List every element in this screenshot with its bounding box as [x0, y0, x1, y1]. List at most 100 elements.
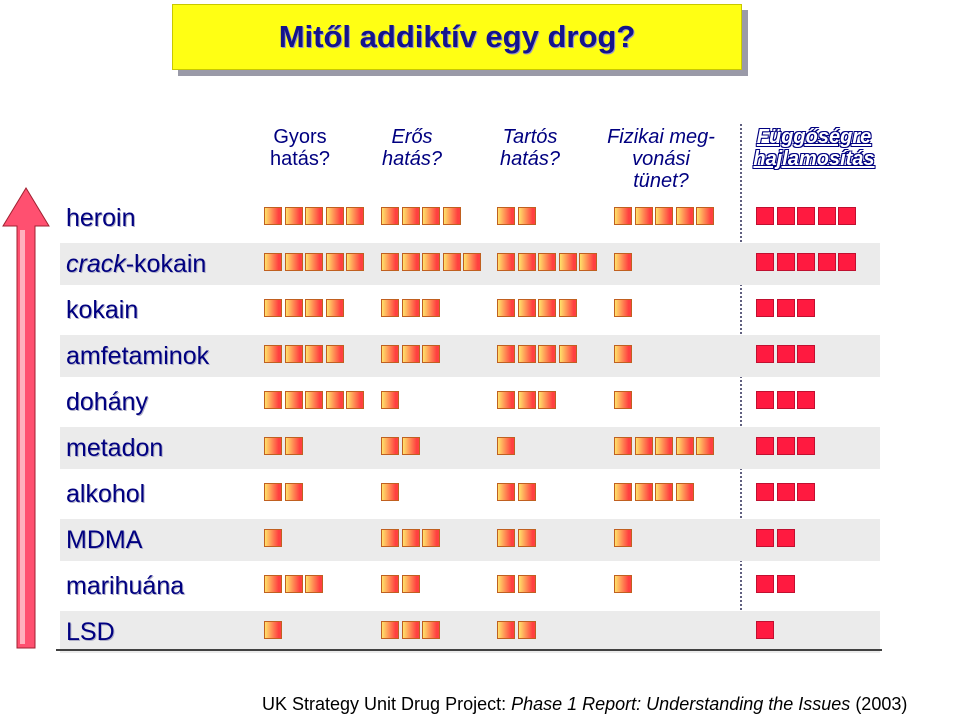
rating-square [558, 299, 577, 317]
rating-square [381, 529, 399, 547]
rating-square [422, 299, 440, 317]
rating-square [614, 437, 632, 455]
propensity-square [797, 253, 815, 271]
rating-square [614, 345, 632, 363]
propensity-square [756, 529, 774, 547]
propensity-square [797, 437, 815, 455]
credit-part3: (2003) [850, 694, 908, 714]
rating-square [579, 253, 597, 271]
drug-label: dohány [66, 379, 148, 425]
propensity-square [756, 575, 774, 593]
rating-square [346, 207, 364, 225]
propensity-square [838, 207, 856, 225]
drug-label: marihuána [66, 563, 184, 609]
rating-square [381, 253, 399, 271]
propensity-square [817, 207, 836, 225]
rating-square [264, 207, 282, 225]
rating-square [284, 299, 303, 317]
credit-part1: UK Strategy Unit Drug Project: [262, 694, 512, 714]
rating-square [517, 575, 536, 593]
rating-square [442, 253, 461, 271]
col-header-3-line3: tünet? [633, 170, 689, 192]
rating-square [284, 207, 303, 225]
rating-square [422, 529, 440, 547]
rating-square [634, 483, 653, 501]
col-header-1: Erős hatás? [364, 126, 460, 170]
propensity-square [756, 299, 774, 317]
rating-square [675, 207, 694, 225]
column-divider [740, 124, 742, 650]
rating-square [558, 253, 577, 271]
rating-square [634, 207, 653, 225]
propensity-square [756, 253, 774, 271]
rating-square [696, 207, 714, 225]
rating-square [517, 483, 536, 501]
rating-square [422, 621, 440, 639]
propensity-square [776, 575, 795, 593]
rating-square [346, 391, 364, 409]
rating-square [381, 299, 399, 317]
propensity-square [776, 253, 795, 271]
rating-square [305, 253, 323, 271]
rating-square [655, 483, 673, 501]
drug-label-text: MDMA [66, 525, 143, 554]
rating-square [264, 575, 282, 593]
drug-label: heroin [66, 195, 136, 241]
col-header-3-line1: Fizikai meg- [607, 126, 715, 148]
propensity-square [756, 437, 774, 455]
rating-square [381, 207, 399, 225]
col-header-2-line1: Tartós [502, 126, 558, 148]
col-header-1-line1: Erős [391, 126, 433, 148]
col-header-2: Tartós hatás? [482, 126, 578, 170]
rating-square [422, 345, 440, 363]
rating-square [325, 391, 344, 409]
drug-label: LSD [66, 609, 115, 655]
drug-label: alkohol [66, 471, 145, 517]
drug-label-text: dohány [66, 387, 149, 416]
rating-square [497, 391, 515, 409]
rating-square [305, 299, 323, 317]
col-header-0: Gyors hatás? [252, 126, 348, 170]
rating-square [305, 575, 323, 593]
table-baseline [56, 649, 882, 651]
rating-square [497, 529, 515, 547]
rating-square [497, 437, 515, 455]
rating-square [422, 207, 440, 225]
rating-square [497, 621, 515, 639]
rating-square [634, 437, 653, 455]
rating-square [401, 253, 420, 271]
drug-label: amfetaminok [66, 333, 209, 379]
source-credit: UK Strategy Unit Drug Project: Phase 1 R… [262, 694, 907, 715]
propensity-square [797, 345, 815, 363]
col-header-4: Függőségre hajlamosítás [744, 126, 884, 170]
rating-square [614, 575, 632, 593]
rating-square [381, 437, 399, 455]
rating-square [305, 207, 323, 225]
page-title: Mitől addiktív egy drog? [278, 19, 636, 54]
row-stripe [60, 611, 880, 653]
rating-square [463, 253, 481, 271]
propensity-square [797, 299, 815, 317]
drug-label: metadon [66, 425, 163, 471]
rating-square [614, 483, 632, 501]
up-arrow-icon [2, 187, 50, 649]
propensity-square [776, 483, 795, 501]
col-header-4-line2: hajlamosítás [753, 148, 875, 170]
rating-square [655, 207, 673, 225]
rating-square [284, 253, 303, 271]
propensity-square [776, 437, 795, 455]
rating-square [381, 345, 399, 363]
rating-square [264, 391, 282, 409]
rating-square [497, 299, 515, 317]
rating-square [401, 299, 420, 317]
rating-square [381, 483, 399, 501]
rating-square [325, 299, 344, 317]
propensity-square [838, 253, 856, 271]
rating-square [325, 207, 344, 225]
rating-square [538, 345, 556, 363]
rating-square [538, 391, 556, 409]
col-header-1-line2: hatás? [381, 148, 443, 170]
propensity-square [756, 207, 774, 225]
row-stripe [60, 427, 880, 469]
rating-square [401, 345, 420, 363]
